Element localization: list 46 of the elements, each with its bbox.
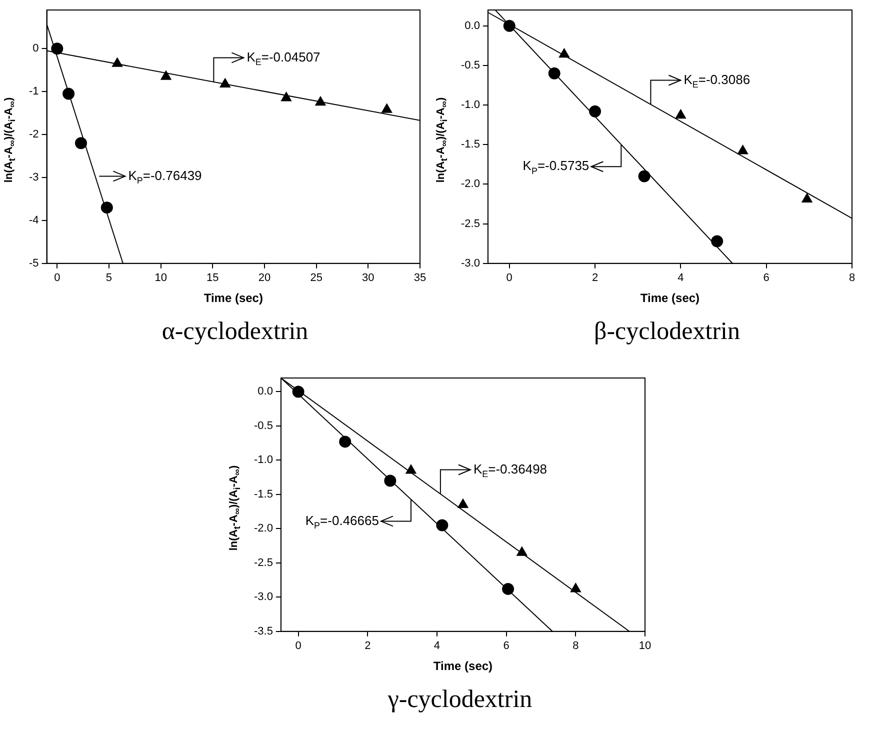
y-tick-label: -1.0	[460, 99, 480, 112]
x-tick-label: 6	[763, 272, 770, 284]
x-tick-label: 0	[54, 272, 60, 284]
y-tick-label: -5	[29, 257, 39, 270]
x-axis-title: Time (sec)	[204, 291, 263, 306]
y-tick-label: 0.0	[464, 20, 480, 32]
y-tick-label: -1.0	[254, 454, 273, 466]
x-tick-label: 0	[506, 272, 512, 284]
text: β-cyclodextrin	[593, 318, 741, 346]
x-tick-label: 2	[364, 640, 371, 652]
y-tick-label: -2.5	[254, 556, 273, 569]
x-tick-label: 8	[848, 272, 856, 284]
y-tick-label: -1.5	[460, 138, 480, 151]
y-tick-label: -2.5	[460, 218, 480, 230]
x-tick-label: 10	[154, 272, 167, 284]
y-tick-label: -2.0	[460, 178, 480, 190]
x-tick-label: 2	[592, 272, 598, 284]
x-tick-label: 4	[678, 272, 684, 284]
x-tick-label: 6	[503, 640, 510, 652]
x-tick-label: 4	[434, 640, 440, 652]
y-tick-label: -3	[29, 172, 39, 184]
x-tick-label: 25	[310, 272, 322, 284]
y-tick-label: -0.5	[254, 420, 273, 432]
y-tick-label: 0	[32, 42, 39, 55]
x-tick-label: 30	[362, 272, 374, 284]
y-tick-label: -3.0	[460, 257, 480, 270]
x-axis-title: Time (sec)	[433, 659, 493, 674]
y-tick-label: -0.5	[460, 59, 480, 72]
y-tick-label: 0.0	[258, 386, 273, 398]
x-tick-label: 35	[414, 272, 426, 284]
y-tick-label: -3.0	[254, 591, 273, 604]
y-tick-label: -1.5	[254, 488, 273, 500]
y-tick-label: -1	[29, 86, 39, 98]
x-tick-label: 5	[106, 272, 112, 284]
x-tick-label: 8	[572, 640, 579, 652]
x-tick-label: 10	[638, 640, 652, 652]
x-axis-title: Time (sec)	[640, 291, 700, 306]
text: α-cyclodextrin	[160, 318, 310, 346]
text: γ-cyclodextrin	[386, 686, 534, 714]
y-tick-label: -2	[29, 128, 39, 141]
y-tick-label: -4	[29, 214, 39, 226]
x-tick-label: 20	[258, 272, 271, 284]
x-tick-label: 15	[206, 272, 219, 284]
y-tick-label: -2.0	[254, 522, 273, 535]
x-tick-label: 0	[295, 640, 302, 652]
y-tick-label: -3.5	[254, 625, 273, 638]
